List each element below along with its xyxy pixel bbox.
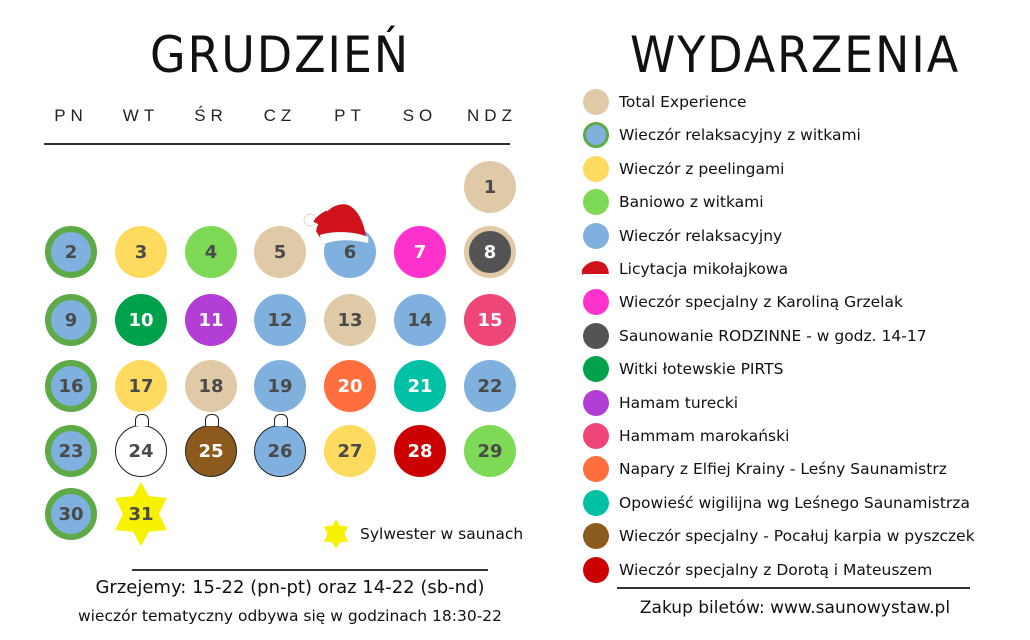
color-swatch-icon	[583, 390, 609, 416]
color-swatch-icon	[583, 289, 609, 315]
calendar-day-10[interactable]: 10	[115, 294, 167, 346]
calendar-day-5[interactable]: 5	[254, 226, 306, 278]
legend-label: Licytacja mikołajkowa	[619, 260, 789, 278]
calendar-day-23[interactable]: 23	[45, 425, 97, 477]
calendar-day-25[interactable]: 25	[185, 414, 237, 477]
legend-item: Opowieść wigilijna wg Leśnego Saunamistr…	[583, 490, 970, 516]
themed-evening-hours: wieczór tematyczny odbywa się w godzinac…	[77, 607, 503, 625]
calendar-day-2[interactable]: 2	[45, 226, 97, 278]
weekday-thu: CZ	[263, 106, 297, 125]
calendar-title: GRUDZIEŃ	[150, 26, 410, 84]
legend-label: Wieczór specjalny z Dorotą i Mateuszem	[619, 561, 933, 579]
color-swatch-icon	[583, 557, 609, 583]
santa-hat-icon	[303, 204, 369, 245]
weekday-sat: SO	[402, 106, 438, 125]
legend-item: Wieczór specjalny z Karoliną Grzelak	[583, 289, 903, 315]
legend-label: Saunowanie RODZINNE - w godz. 14-17	[619, 327, 927, 345]
legend-label: Wieczór z peelingami	[619, 160, 785, 178]
calendar-day-14[interactable]: 14	[394, 294, 446, 346]
calendar-day-17[interactable]: 17	[115, 360, 167, 412]
tickets-link[interactable]: Zakup biletów: www.saunowystaw.pl	[639, 598, 951, 618]
calendar-day-12[interactable]: 12	[254, 294, 306, 346]
legend-label: Wieczór relaksacyjny z witkami	[619, 126, 861, 144]
legend-item: Wieczór specjalny z Dorotą i Mateuszem	[583, 557, 932, 583]
calendar-day-22[interactable]: 22	[464, 360, 516, 412]
calendar-day-31[interactable]: 31	[115, 482, 167, 546]
calendar-day-8[interactable]: 8	[464, 226, 516, 278]
color-swatch-icon	[583, 456, 609, 482]
events-title: WYDARZENIA	[629, 26, 961, 84]
calendar-day-15[interactable]: 15	[464, 294, 516, 346]
legend-item: Witki łotewskie PIRTS	[583, 356, 783, 382]
legend-label: Opowieść wigilijna wg Leśnego Saunamistr…	[619, 494, 970, 512]
legend-label: Wieczór specjalny z Karoliną Grzelak	[619, 293, 903, 311]
calendar-day-9[interactable]: 9	[45, 294, 97, 346]
legend-item: Baniowo z witkami	[583, 189, 764, 215]
tickets-divider	[617, 587, 970, 589]
calendar-day-20[interactable]: 20	[324, 360, 376, 412]
legend-item: Wieczór z peelingami	[583, 156, 784, 182]
calendar-day-28[interactable]: 28	[394, 425, 446, 477]
color-swatch-icon	[583, 490, 609, 516]
sylwester-note: Sylwester w saunach	[322, 519, 523, 549]
legend-item: Wieczór relaksacyjny z witkami	[583, 122, 861, 148]
weekday-mon: PN	[54, 106, 88, 125]
weekday-wed: ŚR	[194, 106, 228, 125]
color-swatch-icon	[583, 423, 609, 449]
calendar-day-26[interactable]: 26	[254, 414, 306, 477]
legend-label: Total Experience	[619, 93, 747, 111]
legend-label: Hammam marokański	[619, 427, 790, 445]
heating-hours: Grzejemy: 15-22 (pn-pt) oraz 14-22 (sb-n…	[95, 577, 485, 598]
legend-label: Baniowo z witkami	[619, 193, 764, 211]
footer-divider	[132, 569, 488, 571]
calendar-day-16[interactable]: 16	[45, 360, 97, 412]
legend-item: Wieczór specjalny - Pocałuj karpia w pys…	[583, 523, 975, 549]
calendar-day-24[interactable]: 24	[115, 414, 167, 477]
calendar-day-29[interactable]: 29	[464, 425, 516, 477]
calendar-day-18[interactable]: 18	[185, 360, 237, 412]
sylwester-label: Sylwester w saunach	[360, 525, 524, 543]
legend-item: Napary z Elfiej Krainy - Leśny Saunamist…	[583, 456, 947, 482]
santa-hat-icon	[575, 261, 610, 279]
weekday-sun: NDZ	[467, 106, 517, 125]
color-swatch-icon	[583, 223, 609, 249]
color-swatch-icon	[583, 89, 609, 115]
calendar-day-13[interactable]: 13	[324, 294, 376, 346]
legend-item: Saunowanie RODZINNE - w godz. 14-17	[583, 323, 927, 349]
legend-label: Wieczór relaksacyjny	[619, 227, 783, 245]
color-swatch-icon	[583, 189, 609, 215]
legend-item: Hammam marokański	[583, 423, 789, 449]
legend-label: Wieczór specjalny - Pocałuj karpia w pys…	[619, 527, 975, 545]
calendar-day-27[interactable]: 27	[324, 425, 376, 477]
legend-label: Witki łotewskie PIRTS	[619, 360, 784, 378]
legend-label: Hamam turecki	[619, 394, 739, 412]
calendar-day-7[interactable]: 7	[394, 226, 446, 278]
legend-item: Hamam turecki	[583, 390, 738, 416]
legend-item: Total Experience	[583, 89, 747, 115]
legend-item: Wieczór relaksacyjny	[583, 223, 782, 249]
color-swatch-icon	[583, 323, 609, 349]
weekday-divider	[44, 143, 510, 145]
calendar-day-3[interactable]: 3	[115, 226, 167, 278]
legend-item: Licytacja mikołajkowa	[575, 256, 789, 282]
color-swatch-icon	[583, 523, 609, 549]
legend-label: Napary z Elfiej Krainy - Leśny Saunamist…	[619, 460, 947, 478]
color-swatch-icon	[583, 156, 609, 182]
color-swatch-icon	[583, 356, 609, 382]
calendar-day-21[interactable]: 21	[394, 360, 446, 412]
weekday-tue: WT	[122, 106, 160, 125]
calendar-day-4[interactable]: 4	[185, 226, 237, 278]
calendar-day-19[interactable]: 19	[254, 360, 306, 412]
calendar-day-11[interactable]: 11	[185, 294, 237, 346]
calendar-day-1[interactable]: 1	[464, 161, 516, 213]
weekday-fri: PT	[334, 106, 366, 125]
color-swatch-icon	[583, 122, 609, 148]
calendar-day-30[interactable]: 30	[45, 488, 97, 540]
star-icon	[323, 519, 349, 549]
